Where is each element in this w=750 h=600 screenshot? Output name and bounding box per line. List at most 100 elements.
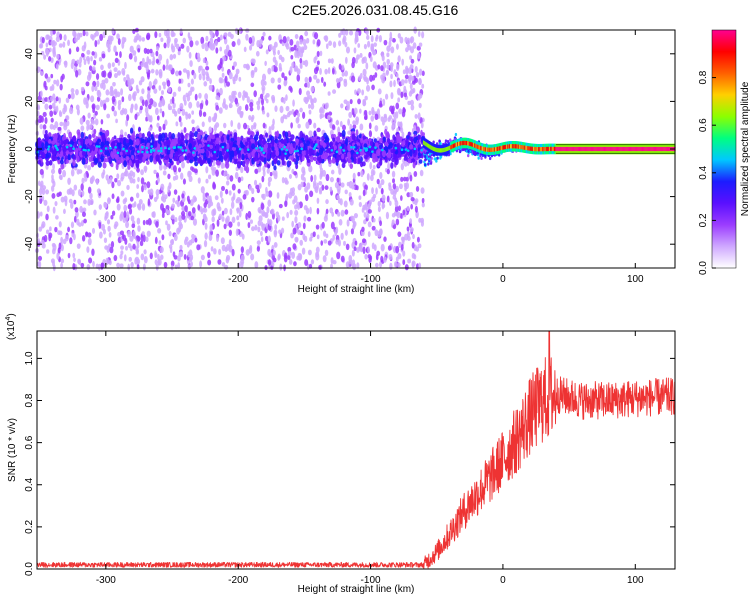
spectrogram-noise-blob — [244, 104, 249, 111]
spectrogram-noise-blob — [312, 39, 316, 45]
spectrogram-noise-blob — [357, 43, 361, 48]
spectrogram-noise-blob — [243, 46, 247, 53]
spectrogram-noise-blob — [306, 37, 310, 44]
spectrogram-noise-blob — [59, 121, 64, 127]
spectrogram-band-blob — [72, 154, 76, 160]
spectrogram-noise-blob — [419, 169, 424, 177]
spectrogram-noise-blob — [50, 73, 54, 79]
spectrogram-noise-blob — [170, 214, 175, 220]
spectrogram-noise-blob — [306, 81, 311, 89]
spectrogram-noise-blob — [87, 165, 92, 171]
spectrogram-noise-blob — [158, 68, 163, 77]
spectrogram-noise-blob — [217, 259, 222, 265]
spectrogram-noise-blob — [374, 72, 378, 78]
spectrogram-band-blob — [299, 130, 304, 139]
spectrogram-band-blob — [57, 134, 62, 141]
spectrogram-noise-blob — [414, 114, 418, 119]
spectrogram-noise-blob — [134, 103, 138, 111]
spectrogram-noise-blob — [62, 169, 67, 178]
spectrogram-noise-blob — [52, 125, 56, 131]
spectrogram-noise-blob — [166, 79, 171, 87]
spectrogram-noise-blob — [177, 50, 181, 56]
spectrogram-noise-blob — [376, 178, 380, 185]
spectrogram-noise-blob — [319, 106, 323, 114]
spectrogram-noise-blob — [187, 32, 191, 39]
spectrogram-noise-blob — [87, 232, 92, 238]
spectrogram-noise-blob — [413, 171, 418, 177]
spectrogram-band-blob — [141, 139, 145, 144]
spectrogram-noise-blob — [275, 211, 280, 218]
spectrogram-noise-blob — [56, 53, 60, 60]
spectrogram-noise-blob — [158, 32, 162, 38]
spectrogram-noise-blob — [81, 234, 86, 242]
spectrogram-noise-blob — [356, 262, 360, 269]
spectrogram-noise-blob — [99, 231, 103, 239]
spectrogram-noise-blob — [373, 42, 378, 47]
spectrogram-noise-blob — [228, 103, 233, 109]
spectrogram-noise-blob — [159, 108, 163, 114]
spectrogram-noise-blob — [127, 230, 132, 238]
spectrogram-noise-blob — [293, 261, 297, 267]
spectrogram-noise-blob — [123, 210, 127, 218]
spectrogram-band-blob — [203, 152, 207, 159]
spectrogram-band-blob — [194, 161, 199, 167]
spectrogram-noise-blob — [369, 255, 373, 261]
spectrogram-band-blob — [164, 155, 169, 160]
spectrogram-noise-blob — [236, 38, 241, 46]
spectrogram-noise-blob — [38, 260, 42, 269]
spectrogram-noise-blob — [41, 36, 45, 44]
spectrogram-noise-blob — [218, 213, 223, 220]
spectrogram-noise-blob — [319, 167, 324, 175]
spectrogram-noise-blob — [215, 234, 220, 242]
spectrogram-noise-blob — [86, 74, 91, 81]
spectrogram-noise-blob — [113, 45, 117, 53]
spectrogram-noise-blob — [235, 68, 240, 75]
spectrogram-noise-blob — [146, 32, 151, 40]
spectrogram-noise-blob — [136, 217, 141, 225]
spectrogram-noise-blob — [213, 116, 217, 122]
spectrogram-noise-blob — [44, 97, 49, 102]
spectrogram-band-blob — [417, 134, 422, 140]
spectrogram-band-blob — [52, 151, 56, 156]
spectrogram-noise-blob — [383, 256, 387, 263]
spectrogram-noise-blob — [344, 70, 348, 77]
spectrogram-noise-blob — [231, 183, 236, 191]
spectrogram-noise-blob — [96, 80, 100, 88]
spectrogram-noise-blob — [395, 43, 399, 50]
spectrogram-noise-blob — [174, 200, 180, 205]
spectrogram-noise-blob — [197, 204, 201, 211]
spectrogram-noise-blob — [58, 174, 63, 180]
spectrogram-noise-blob — [239, 202, 243, 210]
spectrogram-noise-blob — [351, 75, 356, 83]
spectrogram-noise-blob — [205, 65, 210, 71]
spectrogram-band-blob — [45, 160, 50, 166]
spectrogram-noise-blob — [343, 200, 348, 208]
spectrogram-noise-blob — [111, 193, 115, 200]
spectrogram-noise-blob — [392, 178, 395, 184]
spectrogram-noise-blob — [362, 189, 366, 197]
spectrogram-band-blob — [198, 148, 203, 154]
spectrogram-noise-blob — [135, 192, 140, 199]
spectrogram-noise-blob — [308, 130, 313, 137]
spectrogram-band-blob — [74, 147, 79, 155]
spectrogram-noise-blob — [158, 53, 163, 62]
spectrogram-noise-blob — [184, 205, 188, 213]
spectrogram-noise-blob — [391, 219, 395, 226]
spectrogram-noise-blob — [240, 246, 244, 254]
spectrogram-band-blob — [283, 138, 288, 145]
spectrogram-noise-blob — [341, 64, 345, 71]
spectrogram-band-blob — [80, 131, 84, 139]
spectrogram-noise-blob — [142, 219, 146, 226]
spectrogram-noise-blob — [417, 30, 421, 37]
spectrogram-noise-blob — [113, 110, 118, 117]
spectrogram-noise-blob — [54, 226, 58, 233]
spectrogram-noise-blob — [312, 180, 317, 186]
spectrogram-noise-blob — [283, 76, 288, 81]
spectrogram-noise-blob — [199, 102, 204, 110]
spectrogram-noise-blob — [265, 222, 269, 229]
spectrogram-noise-blob — [140, 177, 145, 185]
spectrogram-noise-blob — [336, 251, 341, 260]
spectrogram-noise-blob — [416, 236, 420, 243]
spectrogram-noise-blob — [120, 172, 125, 180]
spectrogram-noise-blob — [404, 264, 409, 271]
